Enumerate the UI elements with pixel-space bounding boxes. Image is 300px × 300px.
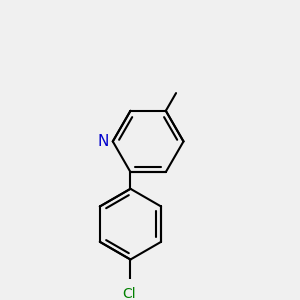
Text: N: N — [98, 134, 109, 149]
Text: Cl: Cl — [123, 287, 136, 300]
